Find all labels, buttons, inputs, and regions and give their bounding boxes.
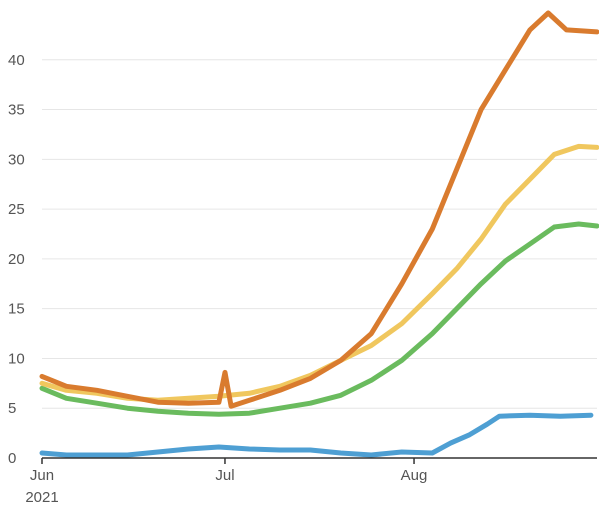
y-tick-label: 20: [8, 251, 25, 268]
x-tick-sublabel: 2021: [25, 489, 58, 506]
series-line: [39, 412, 594, 458]
x-tick-label: Jul: [215, 467, 234, 484]
y-tick-label: 25: [8, 201, 25, 218]
series-line: [39, 143, 599, 403]
y-tick-label: 10: [8, 350, 25, 367]
y-tick-label: 0: [8, 450, 16, 467]
series-line: [39, 221, 599, 417]
series-line: [39, 10, 599, 409]
gridlines: [42, 59, 597, 409]
axes: 0 5 10 15 20 25 30 35 40 Jun 2021 Jul Aug: [8, 52, 597, 506]
y-tick-label: 30: [8, 151, 25, 168]
series-lines: [39, 10, 599, 458]
x-tick-label: Aug: [401, 467, 428, 484]
y-tick-label: 40: [8, 52, 25, 69]
y-tick-label: 5: [8, 400, 16, 417]
x-tick-label: Jun: [30, 467, 54, 484]
y-tick-label: 35: [8, 102, 25, 119]
y-tick-label: 15: [8, 301, 25, 318]
